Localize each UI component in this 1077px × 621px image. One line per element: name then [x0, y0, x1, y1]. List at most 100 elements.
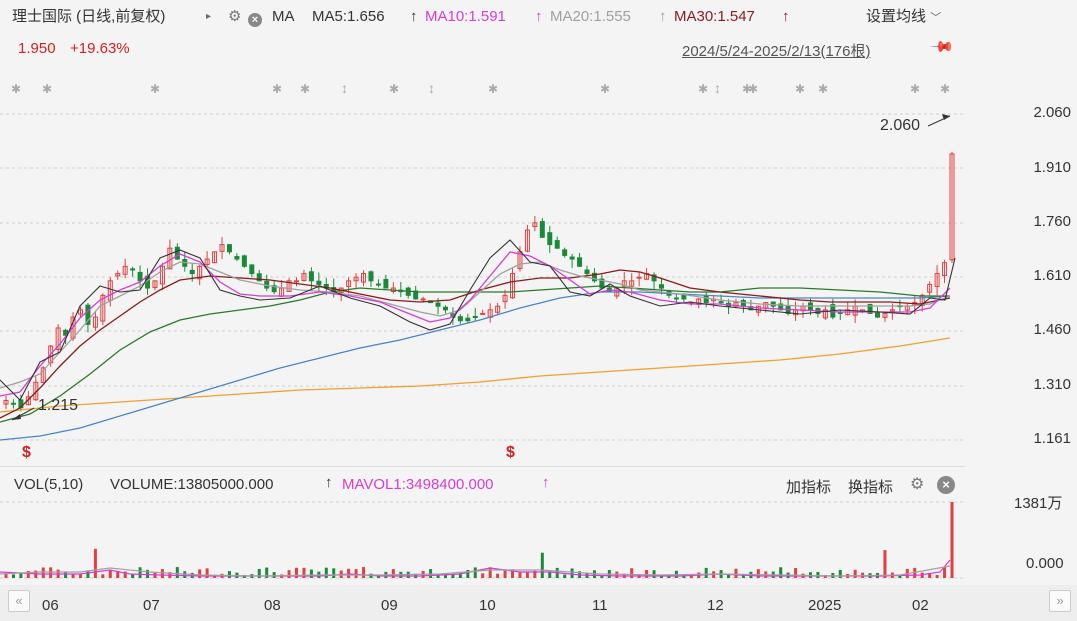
- candle-body: [942, 262, 948, 277]
- candle-body: [10, 402, 16, 405]
- svg-text:✱: ✱: [698, 82, 708, 96]
- volume-bar: [205, 568, 209, 578]
- volume-bar: [652, 570, 656, 578]
- dividend-marker-icon[interactable]: $: [22, 444, 31, 461]
- candle-body: [174, 246, 180, 260]
- volume-bar: [481, 573, 485, 578]
- svg-text:✱: ✱: [488, 82, 498, 96]
- date-range[interactable]: 2024/5/24-2025/2/13(176根): [682, 43, 871, 60]
- candle-body: [212, 251, 218, 264]
- caret-right-icon[interactable]: ▸: [206, 11, 212, 22]
- volume-bar: [93, 548, 97, 578]
- ma10-line: [0, 251, 951, 397]
- svg-text:✱: ✱: [42, 82, 52, 96]
- price-tick: 1.161: [1033, 430, 1071, 447]
- volume-axis-top: 1381万: [1014, 495, 1063, 512]
- volume-bar: [175, 567, 179, 578]
- month-label: 09: [381, 597, 398, 614]
- scroll-right-button[interactable]: »: [1049, 590, 1071, 612]
- svg-text:✱: ✱: [742, 82, 752, 96]
- volume-bar: [436, 574, 440, 578]
- candle-body: [130, 268, 136, 271]
- volume-bar: [347, 568, 351, 578]
- candle-body: [480, 312, 486, 315]
- volume-bar: [600, 574, 604, 578]
- volume-bar: [123, 571, 127, 578]
- candle-body: [651, 274, 657, 282]
- price-change: +19.63%: [70, 40, 130, 57]
- volume-bar: [86, 571, 90, 578]
- candle-body: [189, 269, 195, 275]
- candle-body: [510, 273, 516, 299]
- price-tick: 1.460: [1033, 321, 1071, 338]
- candle-body: [673, 297, 679, 300]
- volume-bar: [645, 569, 649, 578]
- volume-bar: [138, 567, 142, 578]
- svg-text:↕: ↕: [428, 80, 435, 96]
- up-arrow-icon: ↑: [410, 8, 418, 25]
- month-label: 10: [479, 597, 496, 614]
- volume-bar: [302, 567, 306, 578]
- volume-bar: [19, 572, 23, 578]
- dividend-marker-icon[interactable]: $: [506, 444, 515, 461]
- close-icon[interactable]: ×: [937, 476, 955, 494]
- volume-bar: [11, 574, 15, 578]
- candle-body: [375, 283, 381, 286]
- candle-body: [271, 285, 277, 293]
- close-icon[interactable]: ×: [248, 10, 262, 28]
- ma30-value: MA30:1.547: [674, 8, 755, 25]
- candle-body: [100, 294, 106, 322]
- volume-bar: [950, 502, 954, 578]
- volume-bar: [883, 550, 887, 578]
- candle-body: [562, 249, 568, 256]
- candle-body: [554, 240, 560, 249]
- svg-text:✱: ✱: [795, 82, 805, 96]
- gear-icon[interactable]: ⚙: [228, 8, 242, 25]
- candle-body: [457, 316, 463, 322]
- scroll-left-button[interactable]: «: [8, 590, 30, 612]
- candle-body: [778, 303, 784, 311]
- candle-body: [420, 298, 426, 301]
- volume-bar: [563, 574, 567, 578]
- candle-body: [413, 290, 419, 300]
- volume-gridlines: [0, 501, 965, 579]
- volume-bar: [756, 569, 760, 578]
- stock-title[interactable]: 理士国际 (日线,前复权): [12, 8, 166, 25]
- volume-bar: [570, 568, 574, 578]
- volume-bar: [525, 571, 529, 578]
- add-indicator-button[interactable]: 加指标: [786, 479, 832, 496]
- volume-bar: [943, 567, 947, 578]
- svg-text:✱: ✱: [272, 82, 282, 96]
- candle-body: [577, 257, 583, 267]
- candle-body: [502, 294, 508, 303]
- volume-bar: [391, 569, 395, 578]
- volume-bar: [354, 569, 358, 578]
- volume-bar: [727, 574, 731, 578]
- up-arrow-icon: ↑: [535, 8, 543, 25]
- volume-bar: [734, 568, 738, 578]
- month-label: 08: [264, 597, 281, 614]
- volume-bar: [265, 567, 269, 578]
- candle-body: [368, 271, 374, 282]
- volume-bar: [473, 567, 477, 578]
- vol-title: VOL(5,10): [14, 476, 84, 493]
- candle-body: [822, 309, 828, 319]
- volume-bar: [928, 573, 932, 578]
- volume-bar: [26, 571, 30, 578]
- volume-bar: [78, 574, 82, 578]
- candle-body: [152, 280, 158, 288]
- candle-body: [197, 265, 203, 280]
- ma20-line: [0, 261, 951, 389]
- settings-ma-button[interactable]: 设置均线 ﹀: [866, 6, 941, 28]
- candle-body: [875, 312, 881, 318]
- switch-indicator-button[interactable]: 换指标: [848, 479, 894, 496]
- volume-bar: [295, 567, 299, 578]
- candle-body: [383, 278, 389, 289]
- gear-icon[interactable]: ⚙: [910, 476, 925, 493]
- ma10-value: MA10:1.591: [425, 8, 506, 25]
- current-price: 1.950: [18, 40, 56, 57]
- svg-text:✱: ✱: [910, 82, 920, 96]
- candle-body: [532, 222, 538, 227]
- price-tick: 1.910: [1033, 159, 1071, 176]
